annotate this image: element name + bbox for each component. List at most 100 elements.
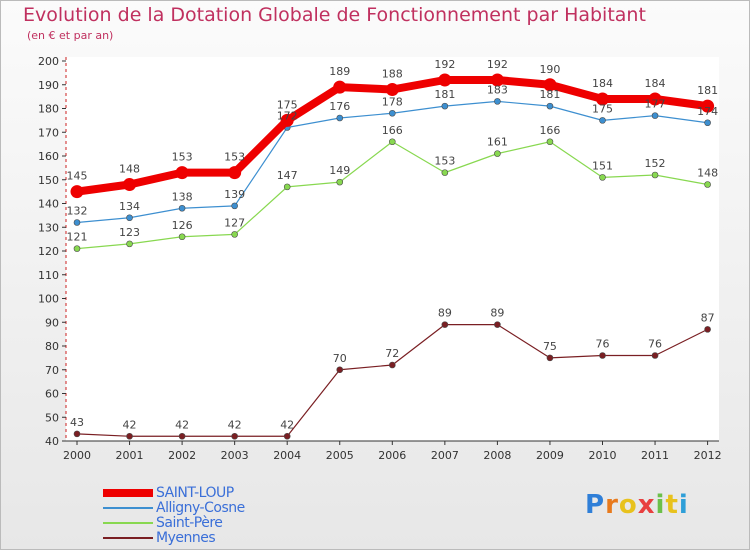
data-point: [385, 83, 399, 96]
data-point: [231, 432, 238, 440]
data-point: [123, 178, 137, 191]
data-label: 126: [172, 219, 193, 232]
data-point: [336, 178, 344, 186]
chart-legend: SAINT-LOUP Alligny-Cosne Saint-Père Myennes: [103, 484, 245, 546]
data-point: [73, 430, 81, 438]
legend-swatch: [103, 506, 153, 509]
data-label: 148: [119, 163, 140, 176]
data-label: 166: [382, 124, 403, 137]
data-label: 174: [697, 105, 718, 118]
y-tick-label: 70: [45, 364, 59, 377]
y-tick-label: 40: [45, 435, 59, 448]
x-tick-label: 2006: [378, 449, 406, 462]
legend-swatch: [103, 488, 153, 497]
x-tick-label: 2002: [168, 449, 196, 462]
x-tick-label: 2012: [694, 449, 722, 462]
x-tick-label: 2001: [116, 449, 144, 462]
logo-letter: i: [678, 490, 689, 520]
x-tick-label: 2011: [641, 449, 669, 462]
data-point: [546, 102, 554, 110]
data-point: [231, 231, 238, 238]
data-point: [490, 73, 504, 87]
data-label: 147: [277, 169, 298, 182]
plot-area: [66, 57, 719, 441]
data-point: [704, 119, 711, 127]
data-label: 177: [645, 98, 666, 111]
y-tick-label: 170: [38, 126, 59, 139]
data-label: 139: [224, 188, 245, 201]
data-label: 192: [434, 58, 455, 71]
data-label: 121: [67, 231, 88, 244]
data-point: [73, 219, 81, 226]
data-label: 181: [539, 88, 560, 101]
legend-item: Myennes: [103, 529, 245, 546]
data-label: 153: [172, 151, 193, 164]
proxiti-logo: Proxiti: [585, 490, 689, 520]
chart-subtitle: (en € et par an): [27, 29, 114, 42]
data-point: [599, 174, 606, 181]
data-point: [546, 354, 554, 362]
data-label: 188: [382, 68, 403, 81]
chart-title: Evolution de la Dotation Globale de Fonc…: [23, 4, 646, 26]
x-tick-label: 2010: [589, 449, 617, 462]
data-label: 148: [697, 167, 718, 180]
data-point: [126, 240, 133, 248]
legend-swatch: [103, 521, 153, 524]
data-point: [599, 117, 606, 124]
data-label: 192: [487, 58, 508, 71]
data-label: 43: [70, 416, 84, 429]
y-tick-label: 190: [38, 79, 59, 92]
x-tick-label: 2000: [63, 449, 91, 462]
data-point: [438, 73, 452, 87]
data-label: 184: [645, 77, 666, 90]
logo-letter: i: [655, 490, 666, 520]
legend-item: Alligny-Cosne: [103, 499, 245, 516]
y-tick-label: 120: [38, 245, 59, 258]
legend-label: Saint-Père: [156, 514, 223, 531]
y-tick-label: 180: [38, 103, 59, 116]
data-point: [701, 99, 715, 113]
data-point: [336, 366, 344, 374]
data-label: 176: [329, 100, 350, 113]
y-tick-label: 200: [38, 55, 59, 68]
x-tick-label: 2008: [483, 449, 511, 462]
x-tick-label: 2009: [536, 449, 564, 462]
data-label: 123: [119, 226, 140, 239]
data-label: 145: [67, 170, 88, 183]
data-label: 134: [119, 200, 140, 213]
data-label: 184: [592, 77, 613, 90]
data-label: 76: [648, 338, 662, 351]
data-label: 181: [434, 88, 455, 101]
x-tick-label: 2003: [221, 449, 249, 462]
data-label: 181: [697, 84, 718, 97]
legend-label: Myennes: [156, 529, 216, 546]
logo-letter: x: [637, 490, 656, 520]
data-label: 161: [487, 136, 508, 149]
data-point: [178, 432, 186, 440]
data-label: 132: [67, 205, 88, 218]
data-point: [494, 321, 501, 328]
data-label: 175: [277, 98, 298, 111]
data-label: 190: [539, 63, 560, 76]
data-point: [651, 352, 659, 359]
legend-label: SAINT-LOUP: [156, 484, 234, 501]
data-point: [648, 92, 662, 106]
data-label: 189: [329, 65, 350, 78]
data-point: [388, 109, 396, 117]
data-label: 152: [645, 157, 666, 170]
data-point: [494, 150, 501, 157]
y-tick-label: 50: [45, 411, 59, 424]
y-tick-label: 110: [38, 269, 59, 282]
y-tick-label: 160: [38, 150, 59, 163]
data-label: 42: [280, 418, 294, 431]
data-point: [388, 138, 396, 146]
data-point: [126, 214, 133, 222]
data-point: [126, 432, 133, 440]
data-label: 42: [123, 418, 137, 431]
legend-label: Alligny-Cosne: [156, 499, 245, 516]
data-point: [280, 113, 294, 127]
data-point: [494, 98, 501, 105]
y-tick-label: 100: [38, 293, 59, 306]
